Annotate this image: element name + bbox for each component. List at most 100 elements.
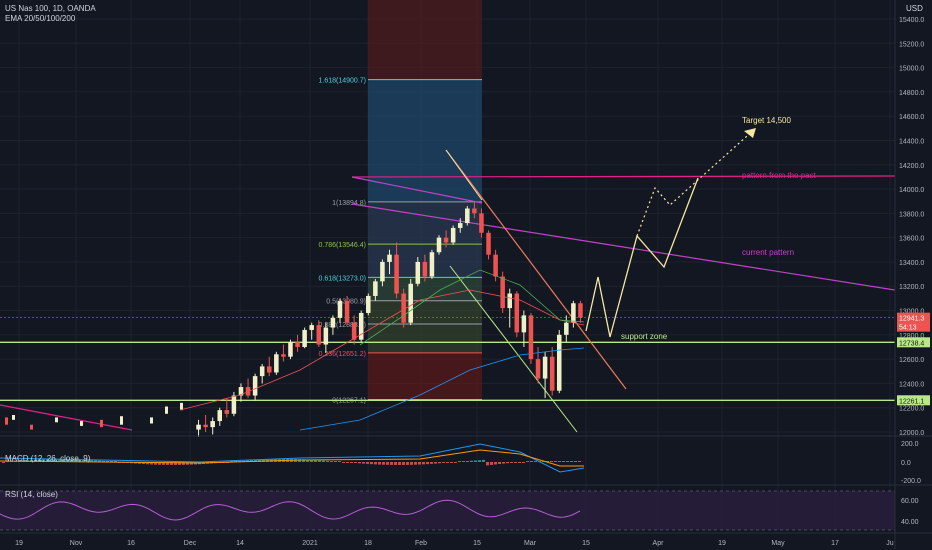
macd-bar: [366, 462, 369, 464]
macd-legend[interactable]: MACD (12, 26, close, 9): [5, 454, 91, 463]
macd-bar: [434, 462, 437, 464]
macd-bar: [70, 459, 73, 462]
candle-body: [344, 300, 350, 323]
pattern-from-past-line: [351, 175, 896, 178]
candle-body: [337, 300, 343, 318]
candle-body: [514, 293, 520, 333]
price-tick: 12800.0: [899, 333, 924, 340]
macd-bar: [302, 459, 305, 462]
macd-bar: [150, 462, 153, 465]
last-price-tag-bg: [897, 312, 930, 323]
candle-body: [564, 322, 569, 335]
candle-body: [521, 315, 527, 333]
macd-bar: [354, 462, 357, 464]
macd-bar: [2, 462, 5, 463]
price-tick: 12000.0: [899, 430, 924, 437]
price-tick: 13200.0: [899, 284, 924, 291]
macd-bar: [362, 462, 365, 464]
macd-bar: [38, 459, 41, 462]
currency-label: USD: [906, 4, 923, 13]
macd-tick: -200.0: [901, 478, 921, 485]
macd-bar: [454, 462, 457, 463]
candle-body: [316, 325, 322, 345]
macd-bar: [430, 462, 433, 464]
candle-body: [535, 359, 541, 379]
downtrend-line: [445, 149, 627, 390]
macd-bar: [566, 461, 569, 462]
macd-bar: [182, 462, 185, 465]
macd-bar: [54, 459, 57, 462]
candle-body: [373, 281, 378, 296]
candle-body: [100, 419, 103, 428]
rsi-legend[interactable]: RSI (14, close): [5, 490, 58, 499]
price-tick: 15200.0: [899, 41, 924, 48]
candle-body: [493, 254, 498, 277]
macd-bar: [486, 462, 489, 466]
macd-bar: [50, 459, 53, 462]
time-tick: Mar: [524, 540, 537, 547]
candle-body: [443, 237, 449, 243]
candle-body: [80, 421, 83, 426]
price-tick: 13600.0: [899, 236, 924, 243]
candle-body: [422, 261, 428, 277]
macd-bar: [462, 461, 465, 462]
macd-bar: [534, 461, 537, 462]
ema-legend[interactable]: EMA 20/50/100/200: [5, 14, 76, 23]
macd-bar: [418, 462, 421, 465]
candle-body: [252, 376, 258, 396]
fib-level-label: 1.618(14900.7): [319, 78, 366, 85]
countdown-tag: 54:13: [899, 325, 917, 332]
macd-bar: [402, 462, 405, 465]
candle-body: [165, 406, 168, 414]
macd-bar: [338, 461, 341, 462]
support-lower-tag-bg: [897, 395, 930, 406]
macd-bar: [518, 462, 521, 463]
macd-bar: [386, 462, 389, 465]
macd-bar: [414, 462, 417, 465]
candle-body: [210, 421, 215, 428]
macd-bar: [426, 462, 429, 465]
candle-body: [295, 342, 300, 347]
macd-bar: [322, 460, 325, 462]
candle-body: [120, 416, 123, 425]
pattern-wedge-upper: [351, 176, 483, 204]
macd-tick: 200.0: [901, 441, 919, 448]
macd-bar: [474, 460, 477, 462]
macd-bar: [174, 462, 177, 465]
price-tick: 12600.0: [899, 357, 924, 364]
candle-body: [380, 261, 385, 282]
macd-bar: [578, 461, 581, 462]
candle-body: [528, 315, 534, 360]
candle-body: [150, 417, 153, 424]
time-tick: Ju: [886, 540, 894, 547]
time-tick: 16: [127, 540, 135, 547]
target-label: Target 14,500: [742, 116, 791, 125]
candle-body: [486, 232, 491, 255]
candle-body: [429, 252, 435, 277]
symbol-legend[interactable]: US Nas 100, 1D, OANDA: [5, 4, 96, 13]
current-pattern-line: [351, 203, 896, 291]
macd-bar: [506, 462, 509, 464]
macd-bar: [502, 462, 505, 464]
macd-bar: [42, 459, 45, 462]
macd-bar: [470, 460, 473, 462]
macd-bar: [162, 462, 165, 465]
candle-body: [358, 312, 364, 340]
macd-bar: [562, 461, 565, 462]
macd-bar: [154, 462, 157, 465]
macd-bar: [66, 459, 69, 462]
macd-bar: [326, 460, 329, 462]
macd-bar: [398, 462, 401, 465]
old-trend-line: [0, 404, 133, 431]
candle-body: [274, 354, 279, 373]
time-tick: May: [771, 540, 785, 547]
macd-bar: [186, 462, 189, 465]
macd-bar: [306, 459, 309, 462]
candle-body: [500, 276, 505, 309]
price-tick: 12400.0: [899, 381, 924, 388]
macd-bar: [346, 462, 349, 463]
fib-level-label: 0.236(12651.2): [319, 351, 366, 358]
macd-bar: [342, 462, 345, 463]
candle-body: [5, 417, 8, 425]
